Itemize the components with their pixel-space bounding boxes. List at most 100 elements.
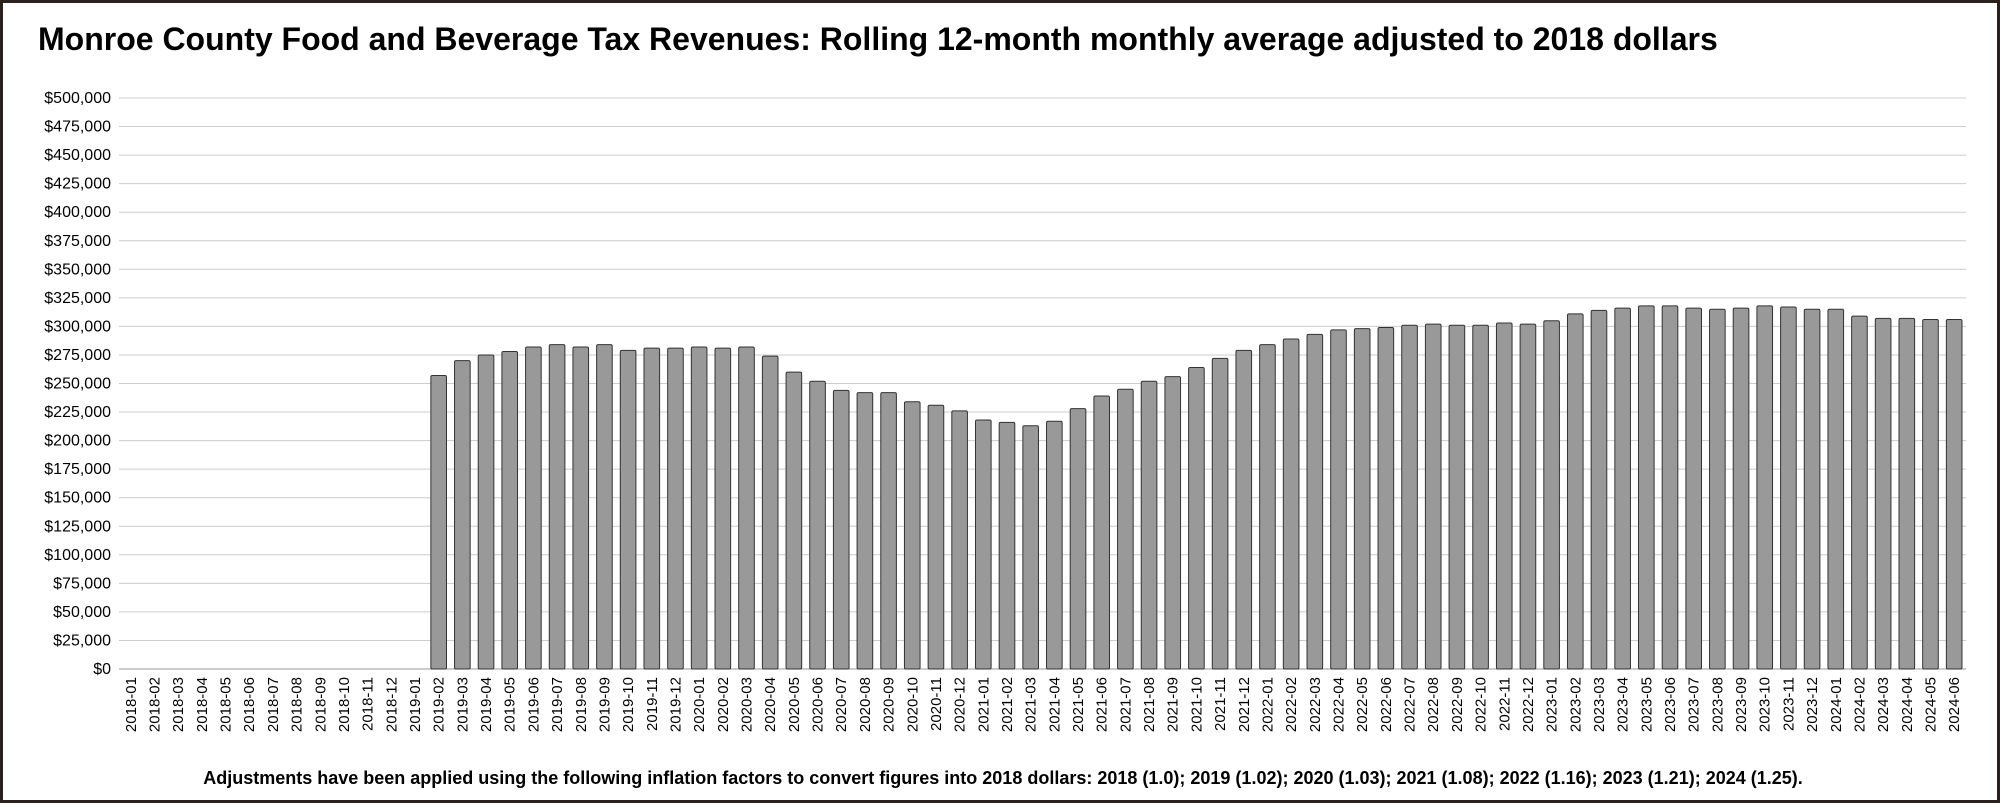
- bar-2021-11: [1211, 357, 1229, 670]
- bar-2019-04: [477, 354, 495, 670]
- bar-2022-01: [1259, 344, 1276, 670]
- bar-2021-02: [998, 421, 1016, 670]
- bar-2022-02: [1282, 338, 1300, 670]
- x-tick-label: 2021-03: [1023, 677, 1040, 732]
- bar-2020-05: [785, 371, 803, 670]
- bar-2019-10: [619, 349, 637, 670]
- bar-2023-01: [1543, 320, 1560, 670]
- x-tick-label: 2023-08: [1709, 677, 1726, 732]
- x-tick-label: 2023-09: [1733, 677, 1750, 732]
- bar-2023-08: [1709, 308, 1726, 670]
- bar-2019-11: [643, 347, 661, 670]
- x-tick-label: 2024-03: [1875, 677, 1892, 732]
- x-tick-label: 2019-11: [644, 677, 661, 731]
- x-tick-label: 2020-08: [857, 677, 874, 732]
- x-tick-label: 2020-12: [952, 677, 969, 732]
- bar-2019-07: [548, 344, 566, 670]
- bar-2021-06: [1093, 395, 1111, 670]
- y-tick-label: $400,000: [44, 204, 111, 221]
- bar-2022-09: [1448, 324, 1466, 670]
- bar-2019-03: [454, 360, 471, 670]
- x-tick-label: 2021-11: [1212, 677, 1229, 731]
- x-tick-label: 2022-07: [1402, 677, 1419, 732]
- x-tick-label: 2020-03: [739, 677, 756, 732]
- x-tick-label: 2018-05: [218, 677, 235, 732]
- x-tick-label: 2021-05: [1070, 677, 1087, 732]
- x-tick-label: 2022-12: [1520, 677, 1537, 732]
- x-tick-label: 2019-02: [431, 677, 448, 732]
- x-tick-label: 2021-10: [1188, 677, 1205, 732]
- bar-2022-04: [1330, 329, 1347, 670]
- x-tick-label: 2024-01: [1828, 677, 1845, 732]
- x-tick-label: 2022-03: [1307, 677, 1324, 732]
- bar-2020-07: [832, 389, 850, 670]
- bar-2021-04: [1046, 420, 1063, 670]
- x-tick-label: 2024-06: [1946, 677, 1963, 732]
- bar-2021-07: [1117, 388, 1134, 670]
- chart-title: Monroe County Food and Beverage Tax Reve…: [38, 21, 1718, 57]
- x-tick-label: 2022-06: [1378, 677, 1395, 732]
- bar-2019-05: [501, 351, 519, 670]
- gridlines: [119, 97, 1966, 670]
- bar-2019-09: [596, 344, 613, 670]
- bar-2023-05: [1638, 305, 1655, 670]
- bar-2023-10: [1756, 305, 1774, 670]
- bar-2019-06: [525, 346, 542, 670]
- x-tick-label: 2020-02: [715, 677, 732, 732]
- bar-2021-12: [1235, 349, 1253, 670]
- y-tick-label: $250,000: [44, 376, 111, 393]
- x-tick-label: 2019-12: [667, 677, 684, 732]
- x-tick-label: 2019-01: [407, 677, 424, 732]
- x-tick-label: 2018-08: [289, 677, 306, 732]
- bar-2022-10: [1472, 324, 1489, 670]
- y-tick-label: $50,000: [53, 604, 111, 621]
- y-tick-label: $450,000: [44, 147, 111, 164]
- y-tick-label: $350,000: [44, 261, 111, 278]
- x-tick-label: 2021-04: [1046, 677, 1063, 732]
- bar-2023-11: [1780, 306, 1797, 670]
- bar-2022-07: [1401, 324, 1418, 670]
- x-tick-label: 2018-02: [147, 677, 164, 732]
- x-tick-label: 2018-01: [123, 677, 140, 732]
- chart-footnote: Adjustments have been applied using the …: [203, 768, 1803, 788]
- y-tick-label: $325,000: [44, 290, 111, 307]
- y-tick-label: $475,000: [44, 119, 111, 136]
- x-tick-label: 2023-11: [1780, 677, 1797, 731]
- bar-2020-11: [927, 404, 945, 670]
- bar-2024-04: [1898, 317, 1916, 670]
- bar-2023-07: [1685, 307, 1702, 670]
- bar-2023-12: [1803, 308, 1821, 670]
- y-tick-label: $150,000: [44, 490, 111, 507]
- x-tick-label: 2021-08: [1141, 677, 1158, 732]
- x-tick-label: 2019-04: [478, 677, 495, 732]
- x-tick-label: 2023-07: [1686, 677, 1703, 732]
- bar-2022-12: [1519, 323, 1537, 670]
- x-tick-label: 2020-07: [833, 677, 850, 732]
- x-tick-label: 2023-05: [1638, 677, 1655, 732]
- bar-2020-03: [738, 346, 755, 670]
- bar-2021-03: [1022, 425, 1039, 670]
- x-tick-label: 2021-07: [1117, 677, 1134, 732]
- x-tick-label: 2021-09: [1165, 677, 1182, 732]
- x-tick-label: 2018-12: [383, 677, 400, 732]
- y-tick-label: $25,000: [53, 632, 111, 649]
- x-tick-label: 2020-01: [691, 677, 708, 732]
- x-tick-label: 2018-09: [312, 677, 329, 732]
- y-tick-label: $200,000: [44, 433, 111, 450]
- x-tick-label: 2023-10: [1757, 677, 1774, 732]
- x-tick-label: 2020-10: [904, 677, 921, 732]
- x-tick-label: 2024-05: [1922, 677, 1939, 732]
- x-tick-label: 2018-03: [170, 677, 187, 732]
- x-tick-label: 2022-04: [1330, 677, 1347, 732]
- y-tick-label: $175,000: [44, 461, 111, 478]
- bar-2023-09: [1732, 307, 1750, 670]
- x-tick-label: 2019-10: [620, 677, 637, 732]
- x-axis-ticks: 2018-01 2018-02 2018-03 2018-04 2018-05 2018-…: [123, 677, 1963, 732]
- x-tick-label: 2023-01: [1544, 677, 1561, 732]
- y-tick-label: $125,000: [44, 518, 111, 535]
- bar-2022-08: [1424, 323, 1442, 670]
- x-tick-label: 2022-02: [1283, 677, 1300, 732]
- bar-2023-02: [1566, 313, 1584, 670]
- x-tick-label: 2021-12: [1236, 677, 1253, 732]
- x-tick-label: 2024-04: [1899, 677, 1916, 732]
